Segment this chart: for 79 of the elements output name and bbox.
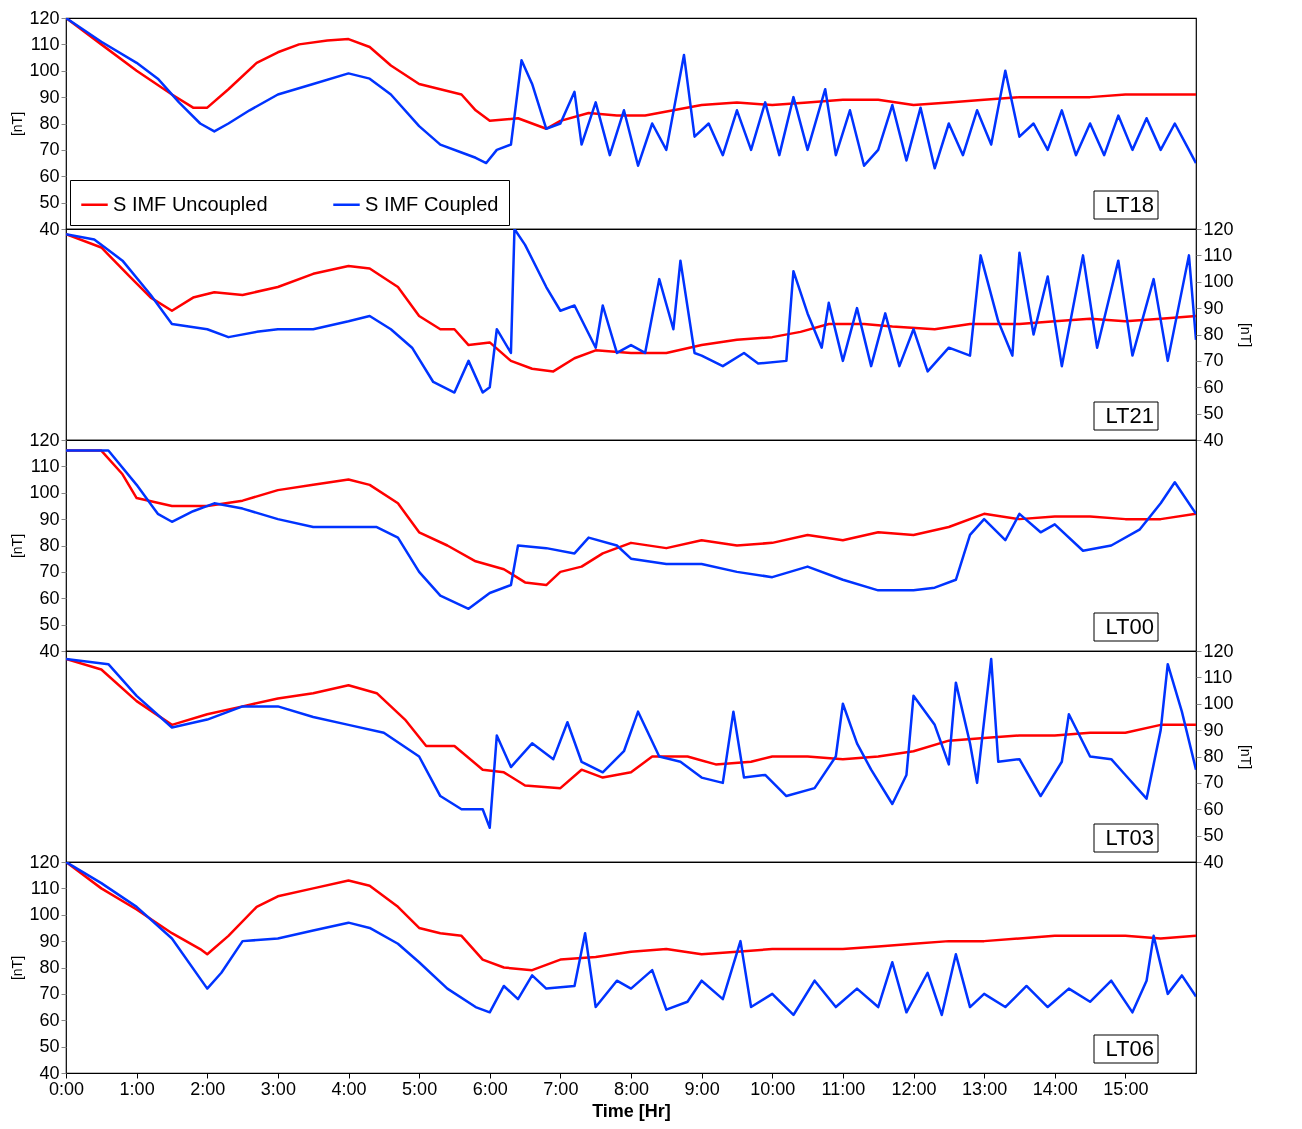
y2-tick-label: 90 [1203,719,1224,740]
line-series [66,657,1196,790]
x-axis-title: Time [Hr] [592,1100,671,1121]
y-tick-label: 40 [39,640,60,661]
y2-tick-label: 90 [1203,297,1224,318]
y2-tick-label: 100 [1203,693,1234,714]
x-tick-label: 12:00 [891,1078,937,1099]
x-tick-label: 14:00 [1032,1078,1078,1099]
y-tick-label: 120 [29,851,60,872]
y-tick-label: 110 [30,455,60,476]
annotation: LT18 [1105,192,1154,217]
x-tick-label: 15:00 [1103,1078,1149,1099]
y2-tick-label: 60 [1203,798,1224,819]
line-series [66,233,1196,373]
y2-tick-label: 40 [1203,429,1224,450]
x-tick-label: 8:00 [613,1078,650,1099]
x-tick-label: 1:00 [119,1078,155,1099]
y2-tick-label: 110 [1203,244,1233,265]
y-axis-title: [nT] [9,111,26,137]
y2-tick-label: 120 [1203,218,1234,239]
y-tick-label: 50 [39,192,60,213]
y2-axis-title: [nT] [1237,322,1254,348]
annotation: LT03 [1105,825,1154,850]
y2-axis-title: [nT] [1237,744,1254,770]
line-series [66,18,1196,170]
annotation: LT06 [1105,1036,1154,1061]
y2-tick-label: 100 [1203,271,1234,292]
y-tick-label: 120 [29,429,60,450]
y-tick-label: 110 [30,33,60,54]
y-tick-label: 80 [39,957,60,977]
y-tick-label: 100 [29,904,60,925]
annotation: LT21 [1105,403,1154,428]
y-tick-label: 70 [39,561,60,582]
y-tick-label: 70 [39,139,60,160]
x-tick-label: 3:00 [260,1078,296,1099]
y2-tick-label: 70 [1203,772,1224,793]
y2-tick-label: 50 [1203,403,1224,424]
y2-tick-label: 50 [1203,825,1224,846]
y-tick-label: 80 [39,113,60,133]
x-tick-label: 13:00 [962,1078,1008,1099]
legend-label: S IMF Uncoupled [113,192,268,215]
y-tick-label: 50 [39,614,60,635]
y2-tick-label: 40 [1203,851,1224,872]
y-tick-label: 50 [39,1036,60,1057]
y-tick-label: 100 [29,482,60,503]
y-axis-title: [nT] [9,955,26,981]
x-tick-label: 10:00 [750,1078,796,1099]
line-series [66,862,1196,972]
y-tick-label: 90 [39,508,60,529]
y2-tick-label: 120 [1203,640,1234,661]
y-tick-label: 110 [30,877,60,898]
y-tick-label: 100 [29,60,60,81]
y-tick-label: 60 [39,1009,60,1030]
y-tick-label: 90 [39,86,60,107]
y2-tick-label: 80 [1203,746,1224,766]
y-tick-label: 40 [39,218,60,239]
x-tick-label: 9:00 [684,1078,720,1099]
x-tick-label: 11:00 [821,1078,866,1099]
y-tick-label: 90 [39,930,60,951]
annotation: LT00 [1105,614,1154,639]
y2-tick-label: 110 [1203,666,1233,687]
line-series [66,862,1196,1017]
y2-tick-label: 70 [1203,350,1224,371]
y-tick-label: 80 [39,535,60,555]
y-tick-label: 120 [29,7,60,28]
x-tick-label: 4:00 [331,1078,367,1099]
legend-label: S IMF Coupled [365,192,499,215]
y-tick-label: 60 [39,587,60,608]
y-tick-label: 60 [39,165,60,186]
y-axis-title: [nT] [9,533,26,559]
x-tick-label: 2:00 [190,1078,226,1099]
x-tick-label: 6:00 [472,1078,508,1099]
y2-tick-label: 60 [1203,376,1224,397]
y2-tick-label: 80 [1203,324,1224,344]
line-series [66,657,1196,829]
y-tick-label: 70 [39,983,60,1004]
line-series [66,229,1196,394]
x-tick-label: 7:00 [543,1078,579,1099]
x-tick-label: 5:00 [402,1078,438,1099]
